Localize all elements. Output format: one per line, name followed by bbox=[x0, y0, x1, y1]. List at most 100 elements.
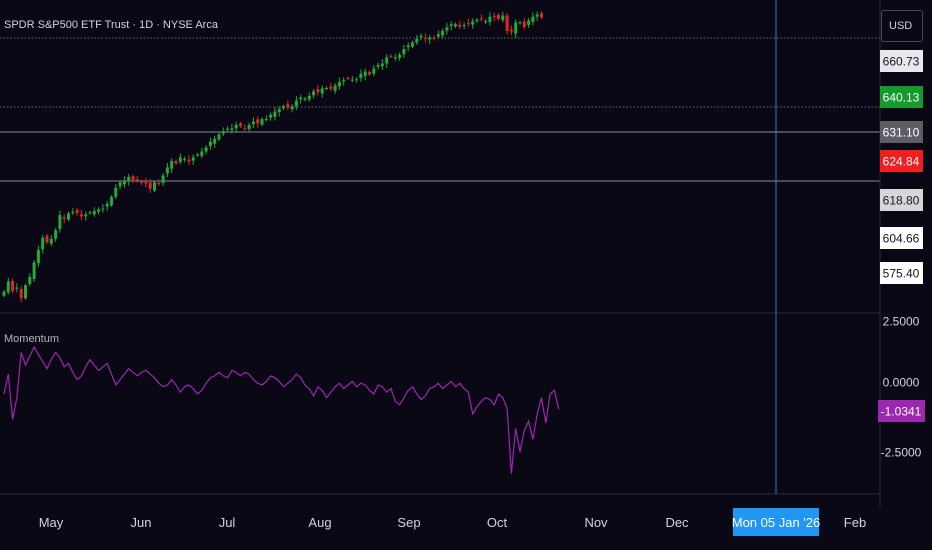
candle-up[interactable] bbox=[337, 82, 341, 87]
candle-up[interactable] bbox=[122, 180, 126, 185]
candle-up[interactable] bbox=[527, 20, 531, 25]
candle-down[interactable] bbox=[11, 280, 15, 291]
candle-up[interactable] bbox=[294, 100, 298, 107]
candle-up[interactable] bbox=[54, 230, 58, 239]
candle-up[interactable] bbox=[183, 158, 187, 160]
candle-down[interactable] bbox=[509, 29, 513, 32]
candle-up[interactable] bbox=[436, 34, 440, 37]
candle-up[interactable] bbox=[97, 209, 101, 212]
candle-up[interactable] bbox=[153, 182, 156, 191]
candle-up[interactable] bbox=[445, 27, 449, 31]
candle-down[interactable] bbox=[79, 214, 83, 217]
candle-up[interactable] bbox=[454, 24, 457, 27]
candle-up[interactable] bbox=[290, 106, 294, 110]
candle-down[interactable] bbox=[522, 21, 526, 27]
candle-up[interactable] bbox=[127, 176, 131, 182]
candle-down[interactable] bbox=[239, 123, 242, 127]
candle-up[interactable] bbox=[118, 182, 122, 187]
candle-up[interactable] bbox=[247, 124, 251, 130]
candle-up[interactable] bbox=[449, 24, 453, 26]
candle-up[interactable] bbox=[213, 138, 217, 144]
candle-up[interactable] bbox=[363, 71, 367, 76]
candle-up[interactable] bbox=[105, 203, 109, 207]
candle-up[interactable] bbox=[385, 57, 389, 64]
candle-up[interactable] bbox=[217, 134, 221, 140]
candle-up[interactable] bbox=[208, 141, 212, 147]
candle-up[interactable] bbox=[535, 14, 539, 17]
candle-up[interactable] bbox=[221, 131, 225, 134]
candle-down[interactable] bbox=[505, 15, 509, 32]
candle-up[interactable] bbox=[471, 21, 475, 25]
candle-up[interactable] bbox=[58, 215, 62, 229]
candle-up[interactable] bbox=[49, 238, 53, 244]
candle-up[interactable] bbox=[488, 16, 492, 22]
candle-up[interactable] bbox=[484, 21, 488, 23]
candle-down[interactable] bbox=[329, 86, 333, 89]
candle-down[interactable] bbox=[458, 24, 462, 27]
candle-up[interactable] bbox=[277, 109, 281, 113]
candle-up[interactable] bbox=[415, 38, 419, 43]
candlestick-series[interactable] bbox=[2, 11, 544, 303]
candle-up[interactable] bbox=[282, 106, 285, 109]
candle-up[interactable] bbox=[462, 25, 466, 27]
candle-up[interactable] bbox=[531, 16, 535, 22]
candle-up[interactable] bbox=[342, 80, 346, 82]
candle-up[interactable] bbox=[428, 37, 432, 40]
candle-up[interactable] bbox=[196, 154, 199, 156]
candle-up[interactable] bbox=[380, 63, 384, 67]
momentum-line[interactable] bbox=[3, 345, 560, 474]
candle-up[interactable] bbox=[441, 30, 445, 36]
candle-up[interactable] bbox=[501, 15, 505, 21]
candle-up[interactable] bbox=[475, 19, 479, 22]
candle-up[interactable] bbox=[273, 111, 277, 117]
candle-up[interactable] bbox=[312, 91, 316, 96]
candle-down[interactable] bbox=[466, 23, 470, 25]
candle-down[interactable] bbox=[497, 14, 500, 19]
candle-down[interactable] bbox=[432, 37, 436, 39]
candle-up[interactable] bbox=[402, 49, 406, 55]
candle-up[interactable] bbox=[71, 212, 75, 214]
candle-down[interactable] bbox=[368, 72, 371, 75]
candle-down[interactable] bbox=[540, 13, 543, 18]
candle-up[interactable] bbox=[303, 98, 307, 100]
candle-down[interactable] bbox=[316, 89, 320, 93]
candle-up[interactable] bbox=[110, 196, 113, 206]
candle-up[interactable] bbox=[320, 88, 324, 94]
candle-up[interactable] bbox=[178, 157, 182, 162]
candle-up[interactable] bbox=[269, 114, 273, 118]
candle-down[interactable] bbox=[75, 210, 79, 213]
candle-up[interactable] bbox=[325, 88, 328, 90]
candle-down[interactable] bbox=[256, 119, 260, 124]
candle-up[interactable] bbox=[101, 208, 105, 210]
candle-up[interactable] bbox=[6, 281, 10, 293]
candle-up[interactable] bbox=[398, 54, 402, 58]
candle-up[interactable] bbox=[41, 237, 45, 250]
candle-up[interactable] bbox=[260, 119, 264, 125]
candle-up[interactable] bbox=[165, 167, 169, 174]
candle-up[interactable] bbox=[24, 285, 27, 299]
candle-up[interactable] bbox=[67, 213, 70, 220]
candle-down[interactable] bbox=[187, 159, 191, 162]
candle-down[interactable] bbox=[479, 18, 483, 20]
candle-up[interactable] bbox=[264, 119, 268, 121]
candle-up[interactable] bbox=[84, 214, 88, 217]
candle-up[interactable] bbox=[419, 35, 423, 38]
candle-down[interactable] bbox=[131, 176, 135, 182]
candle-down[interactable] bbox=[286, 104, 290, 108]
candle-down[interactable] bbox=[157, 183, 161, 185]
candle-up[interactable] bbox=[2, 291, 6, 296]
candle-up[interactable] bbox=[191, 157, 195, 161]
candle-down[interactable] bbox=[144, 182, 148, 184]
candle-up[interactable] bbox=[307, 95, 311, 100]
candle-up[interactable] bbox=[88, 212, 92, 214]
candle-up[interactable] bbox=[411, 42, 414, 47]
momentum-series[interactable] bbox=[3, 345, 560, 474]
candle-up[interactable] bbox=[28, 276, 32, 285]
candle-up[interactable] bbox=[359, 73, 363, 78]
candle-up[interactable] bbox=[393, 57, 397, 59]
candle-up[interactable] bbox=[234, 124, 238, 129]
candle-up[interactable] bbox=[161, 175, 165, 184]
candle-up[interactable] bbox=[299, 97, 303, 100]
candle-up[interactable] bbox=[32, 262, 36, 279]
